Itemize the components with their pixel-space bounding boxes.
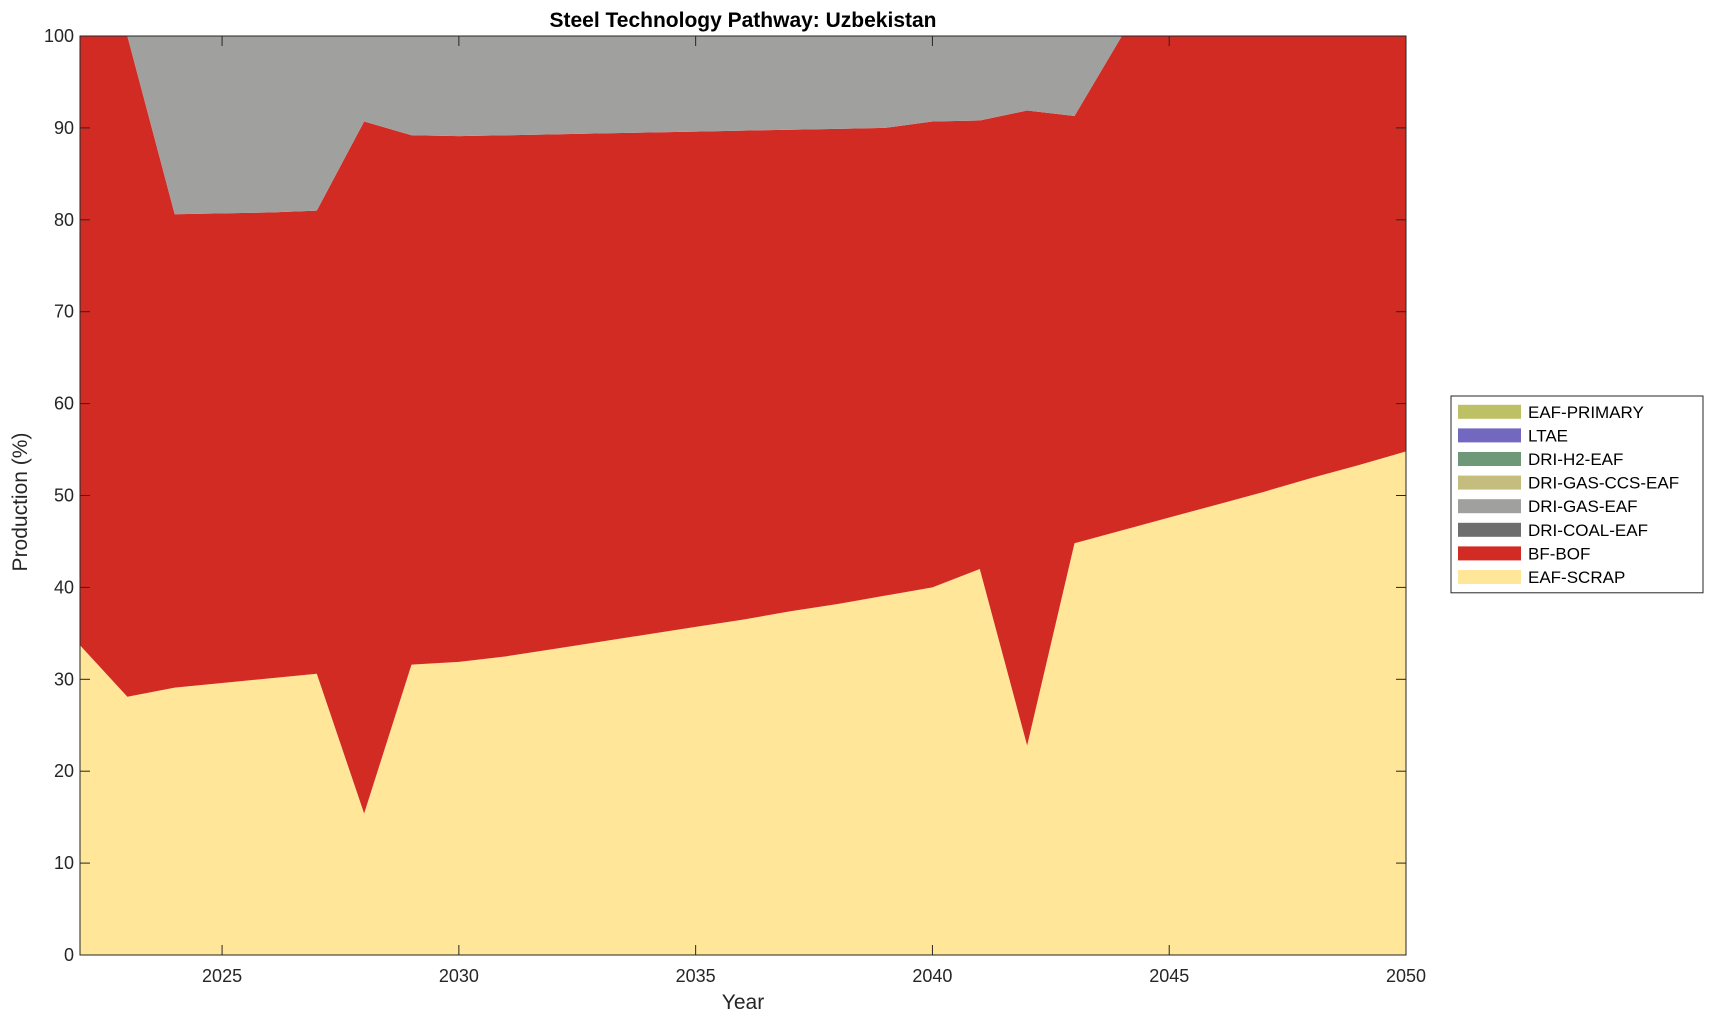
y-axis: 0 10 20 30 40 50 60 70 80 90 100 [44, 26, 1406, 965]
legend-swatch-ltae [1458, 428, 1521, 443]
legend-swatch-dri-gas-eaf [1458, 499, 1521, 514]
x-tick-label: 2025 [202, 966, 242, 986]
x-tick-label: 2030 [439, 966, 479, 986]
legend-label-bf-bof: BF-BOF [1528, 544, 1590, 563]
x-axis-title: Year [722, 991, 764, 1014]
legend-swatch-eaf-scrap [1458, 570, 1521, 584]
legend-swatch-dri-gas-ccs-eaf [1458, 475, 1521, 490]
area-dri-gas-eaf [80, 36, 1406, 215]
y-tick-label: 50 [54, 486, 74, 506]
legend-label-eaf-scrap: EAF-SCRAP [1528, 568, 1625, 587]
y-tick-label: 100 [44, 26, 74, 46]
x-tick-label: 2040 [912, 966, 952, 986]
x-tick-label: 2035 [676, 966, 716, 986]
legend-label-dri-h2-eaf: DRI-H2-EAF [1528, 450, 1623, 469]
legend-swatch-dri-h2-eaf [1458, 452, 1521, 466]
x-tick-label: 2045 [1149, 966, 1189, 986]
legend-label-eaf-primary: EAF-PRIMARY [1528, 403, 1644, 422]
y-tick-label: 90 [54, 118, 74, 138]
area-bf-bof [80, 36, 1406, 814]
legend-label-ltae: LTAE [1528, 426, 1568, 445]
legend-label-dri-gas-ccs-eaf: DRI-GAS-CCS-EAF [1528, 474, 1679, 493]
y-tick-label: 30 [54, 669, 74, 689]
y-axis-title: Production (%) [9, 433, 32, 572]
y-tick-label: 40 [54, 577, 74, 597]
x-axis: 2025 2030 2035 2040 2045 2050 [202, 36, 1426, 986]
legend-swatch-dri-coal-eaf [1458, 522, 1521, 537]
legend: EAF-PRIMARY LTAE DRI-H2-EAF DRI-GAS-CCS-EAF… [1450, 395, 1704, 594]
plot-areas [80, 36, 1406, 955]
x-tick-label: 2050 [1386, 966, 1426, 986]
y-tick-label: 70 [54, 302, 74, 322]
y-tick-label: 20 [54, 761, 74, 781]
y-tick-label: 10 [54, 853, 74, 873]
chart-title: Steel Technology Pathway: Uzbekistan [549, 9, 936, 32]
area-eaf-scrap [80, 451, 1406, 955]
y-tick-label: 80 [54, 210, 74, 230]
legend-swatch-eaf-primary [1458, 404, 1521, 419]
legend-swatch-bf-bof [1458, 546, 1521, 561]
legend-label-dri-gas-eaf: DRI-GAS-EAF [1528, 497, 1638, 516]
y-tick-label: 0 [64, 945, 74, 965]
legend-label-dri-coal-eaf: DRI-COAL-EAF [1528, 521, 1648, 540]
y-tick-label: 60 [54, 394, 74, 414]
